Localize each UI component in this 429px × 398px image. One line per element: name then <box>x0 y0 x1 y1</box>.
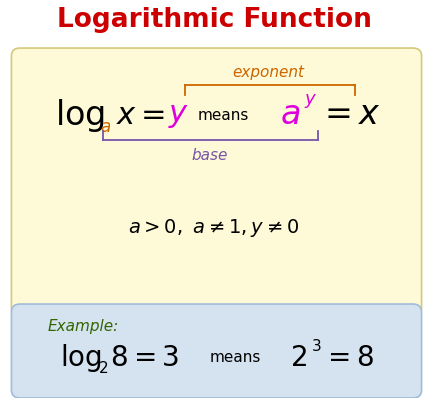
Text: $a > 0, \ a \neq 1, y \neq 0$: $a > 0, \ a \neq 1, y \neq 0$ <box>128 217 300 239</box>
Text: $x = $: $x = $ <box>116 101 165 129</box>
Text: Logarithmic Function: Logarithmic Function <box>57 7 372 33</box>
Text: $a$: $a$ <box>280 98 300 131</box>
Text: exponent: exponent <box>232 64 304 80</box>
Text: means: means <box>198 107 249 123</box>
Text: $8 = 3$: $8 = 3$ <box>110 344 179 372</box>
Text: base: base <box>192 148 228 164</box>
Text: $y$: $y$ <box>304 92 317 110</box>
Text: $= x$: $= x$ <box>318 98 381 131</box>
Text: $3$: $3$ <box>311 338 321 354</box>
Text: $\mathrm{log}$: $\mathrm{log}$ <box>60 342 102 374</box>
FancyBboxPatch shape <box>12 48 422 316</box>
Text: $2$: $2$ <box>290 344 307 372</box>
Text: Example:: Example: <box>48 318 119 334</box>
Text: means: means <box>210 351 261 365</box>
Text: $= 8$: $= 8$ <box>322 344 374 372</box>
Text: $y$: $y$ <box>168 101 189 129</box>
Text: $a$: $a$ <box>100 118 111 136</box>
FancyBboxPatch shape <box>12 304 422 398</box>
Text: $2$: $2$ <box>98 360 108 376</box>
Text: $\mathrm{log}$: $\mathrm{log}$ <box>55 96 105 133</box>
